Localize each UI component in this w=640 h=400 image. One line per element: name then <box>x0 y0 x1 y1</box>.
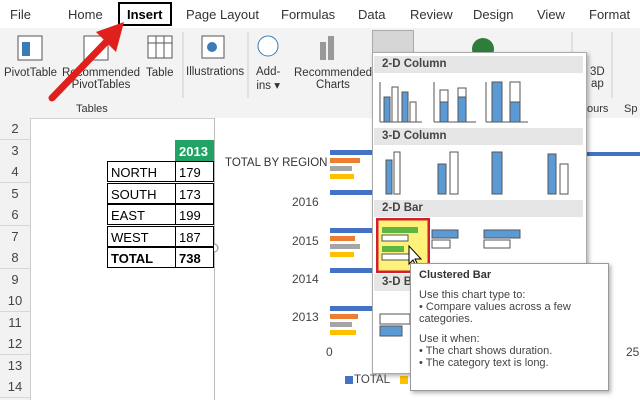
ribbon-tab[interactable]: View <box>537 7 565 22</box>
ribbon-tab[interactable]: Formulas <box>281 7 336 22</box>
section-header: 2-D Column <box>374 56 583 73</box>
section-header: 3-D Column <box>374 128 583 145</box>
illustrations-button[interactable]: Illustrations <box>186 66 245 78</box>
tooltip-text: • The category text is long. <box>419 357 549 369</box>
group-label: Tables <box>76 103 108 115</box>
ribbon-tab[interactable]: Review <box>410 7 453 22</box>
row-number: 4 <box>0 161 30 183</box>
axis-label: 25 <box>626 345 640 359</box>
column-chart-button[interactable] <box>372 30 414 54</box>
ribbon-tab[interactable]: Data <box>358 7 386 22</box>
row-number: 5 <box>0 182 30 205</box>
ribbon-tab[interactable]: Page Layout <box>186 7 260 22</box>
row-number: 6 <box>0 204 30 226</box>
label: ap <box>590 78 604 90</box>
chart-title: TOTAL BY REGION <box>225 157 328 169</box>
region-cell: EAST <box>107 204 176 225</box>
insert-highlight <box>118 2 172 26</box>
label: Charts <box>316 79 350 91</box>
label: ins <box>256 80 272 92</box>
group-label: Sp <box>624 103 638 115</box>
row-number: 3 <box>0 139 30 162</box>
row-number: 9 <box>0 268 30 291</box>
row-number: 10 <box>0 290 30 312</box>
table-button[interactable]: Table <box>146 67 174 79</box>
group-label: ours <box>587 103 609 115</box>
gallery-icons <box>379 81 569 337</box>
row-number: 11 <box>0 311 30 334</box>
label: PivotTables <box>71 79 131 91</box>
tooltip-title: Clustered Bar <box>419 269 492 281</box>
axis-label: 2013 <box>292 310 319 324</box>
region-cell: WEST <box>107 225 176 247</box>
label: Add- <box>256 66 281 78</box>
axis-label: 0 <box>326 345 333 359</box>
ribbon-tab[interactable]: File <box>10 7 31 22</box>
region-cell: NORTH <box>107 161 176 182</box>
legend-label: TOTAL <box>354 374 390 386</box>
label: 3D <box>590 66 605 78</box>
section-header: 2-D Bar <box>374 200 583 217</box>
value-cell: 199 <box>175 204 214 225</box>
tooltip-text: Use this chart type to: <box>419 289 526 301</box>
row-number: 14 <box>0 376 30 398</box>
row-number: 13 <box>0 354 30 377</box>
axis-label: 2015 <box>292 234 319 248</box>
value-cell: 179 <box>175 161 214 182</box>
axis-label: 2016 <box>292 195 319 209</box>
row-number: 8 <box>0 247 30 269</box>
tooltip-text: • Compare values across a few categories… <box>419 301 571 325</box>
pivot-table-button[interactable]: PivotTable <box>4 67 58 79</box>
tooltip-text: • The chart shows duration. <box>419 345 553 357</box>
tooltip: Clustered Bar Use this chart type to: • … <box>410 263 609 391</box>
add-ins-button[interactable]: Add-ins ▾ <box>256 66 281 92</box>
ribbon-tab[interactable]: Design <box>473 7 514 22</box>
3d-map-button[interactable]: 3D ap <box>590 66 605 90</box>
row-number: 2 <box>0 118 30 140</box>
row-number: 12 <box>0 333 30 355</box>
value-cell: 187 <box>175 225 214 247</box>
header-cell: 2013 <box>175 139 214 161</box>
label: Recommended <box>294 67 372 79</box>
red-arrow <box>48 22 124 102</box>
recommended-charts-button[interactable]: Recommended Charts <box>294 67 372 91</box>
region-cell: SOUTH <box>107 182 176 204</box>
region-cell: TOTAL <box>107 247 176 268</box>
tooltip-text: Use it when: <box>419 333 480 345</box>
value-cell: 738 <box>175 247 214 268</box>
axis-label: 2014 <box>292 272 319 286</box>
ribbon-tab[interactable]: Insert <box>127 7 163 22</box>
value-cell: 173 <box>175 182 214 204</box>
row-number: 7 <box>0 225 30 248</box>
chart-bars <box>214 150 640 384</box>
tab-bar <box>0 0 640 28</box>
ribbon-tab[interactable]: Format <box>589 7 631 22</box>
ribbon-tab[interactable]: Home <box>68 7 103 22</box>
